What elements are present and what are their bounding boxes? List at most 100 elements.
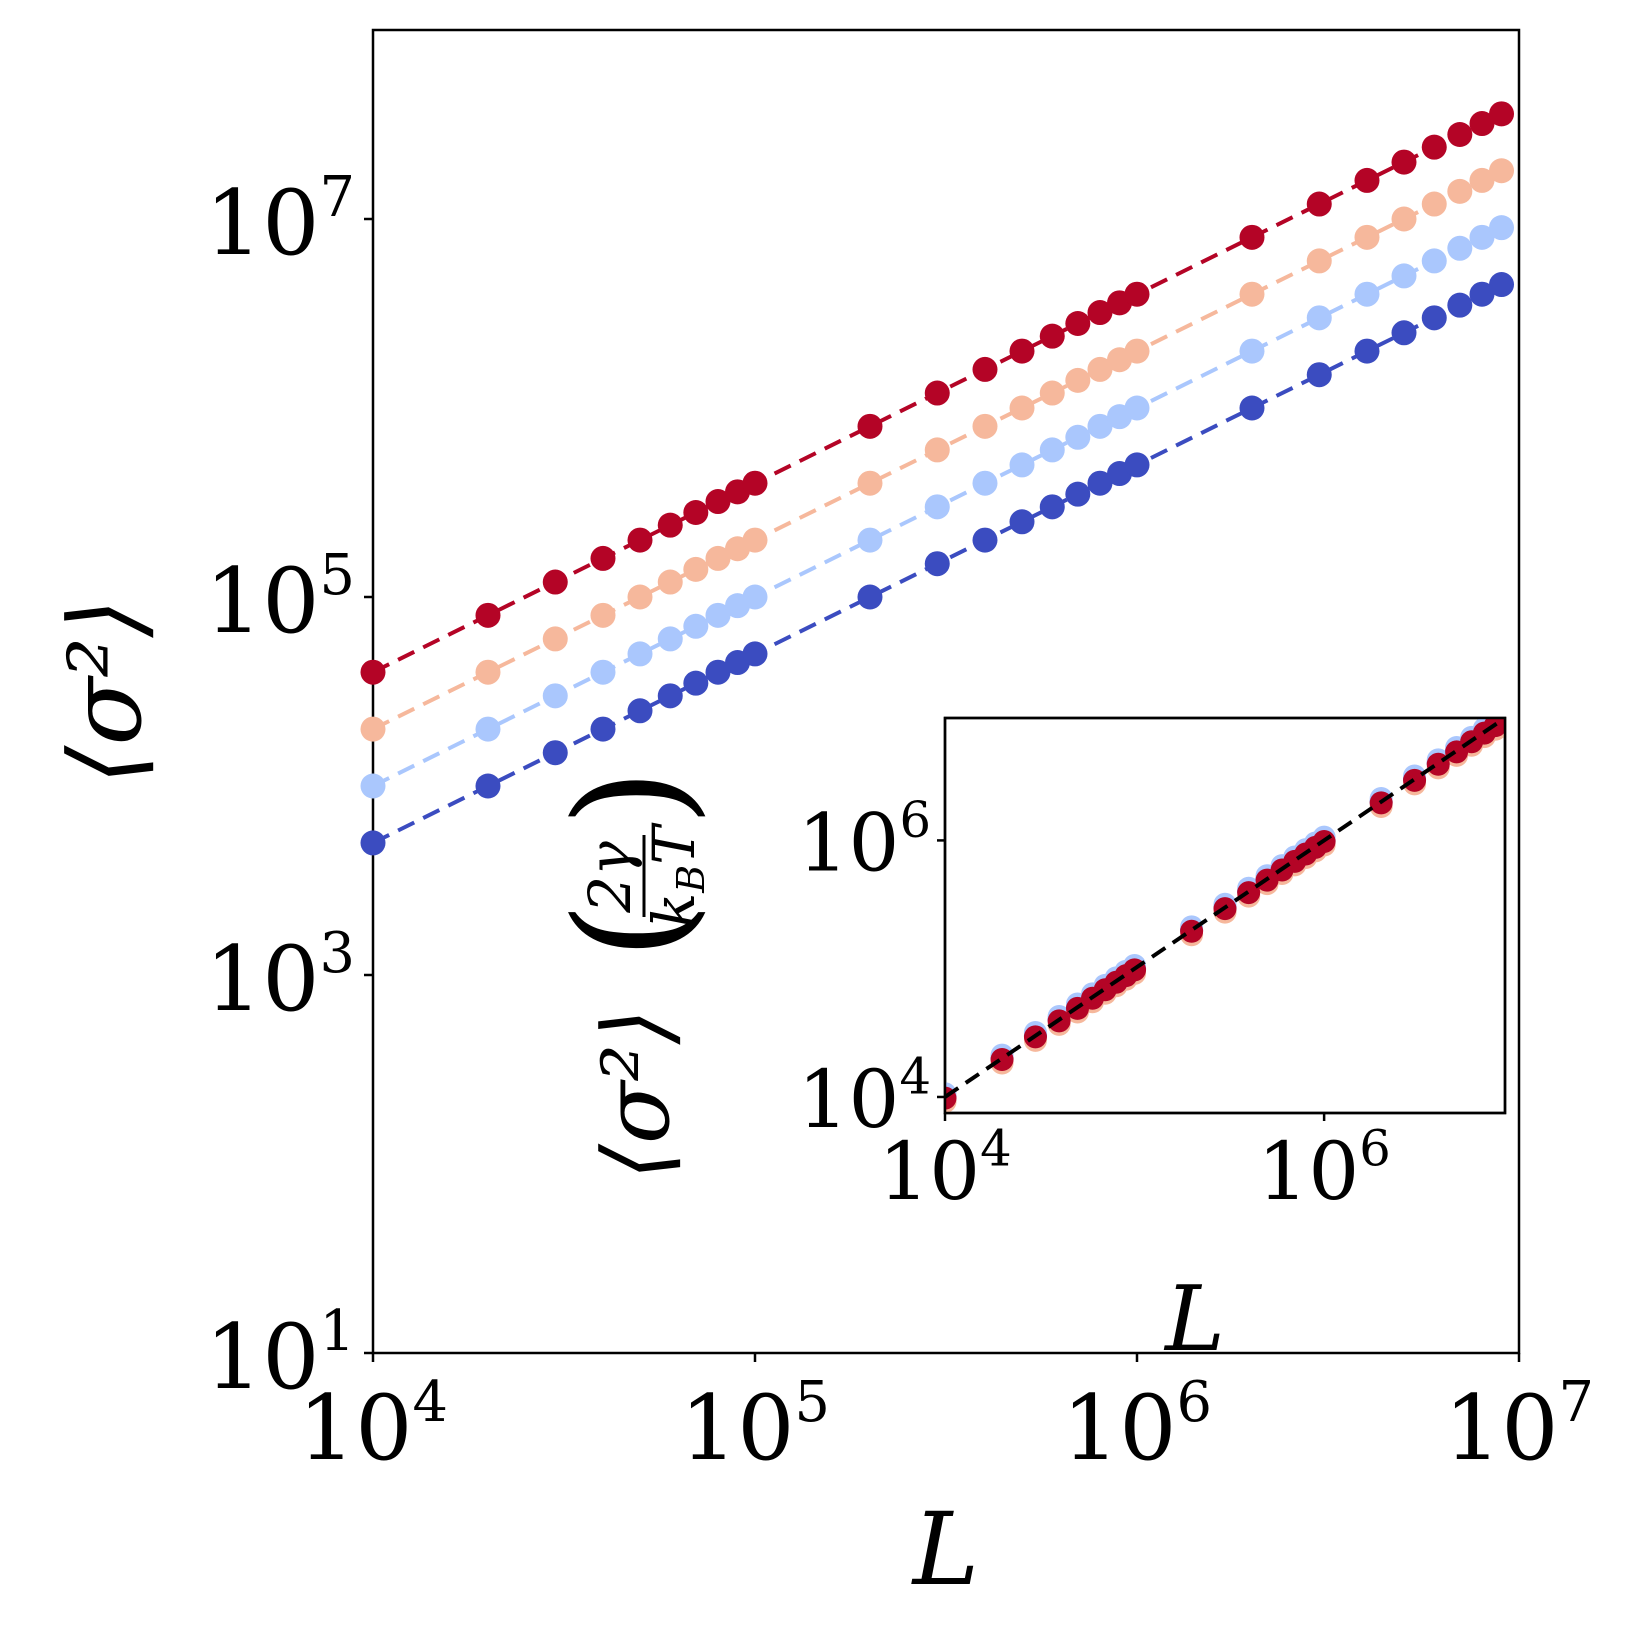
data-point [360,830,386,856]
data-point [1391,263,1417,289]
series-2 [360,158,1515,742]
x-tick-label: 106 [1062,1370,1212,1481]
data-point [1489,101,1515,127]
data-point [1354,281,1380,307]
main-plot-frame [371,28,1521,1355]
data-point [1124,281,1150,307]
data-point [542,683,568,709]
data-point [705,489,731,515]
data-point [683,556,709,582]
data-point [742,641,768,667]
inset-y-label-main: ⟨σ²⟩ [583,1009,690,1180]
inset-frame-border [943,716,1507,1115]
data-point [705,602,731,628]
y-tick-label: 101 [205,1299,355,1410]
data-point [924,551,950,577]
data-point [1124,452,1150,478]
inset-y-tick-label: 104 [798,1047,931,1146]
data-point [1306,191,1332,217]
data-point [1009,338,1035,364]
main-plot: 104 105 106 107 101 103 105 107 L ⟨σ²⟩ [47,28,1594,1608]
inset-y-label-den: kBT [640,822,713,928]
data-point [683,670,709,696]
data-point [857,470,883,496]
data-point [683,499,709,525]
data-point [972,527,998,553]
inset-data-point [1403,768,1427,792]
data-point [627,584,653,610]
data-point [1087,470,1113,496]
data-point [1087,356,1113,382]
data-point [742,470,768,496]
data-point [475,602,501,628]
data-point [1421,305,1447,331]
data-point [542,626,568,652]
data-point [590,545,616,571]
data-point [542,569,568,595]
data-point [705,659,731,685]
data-point [1469,111,1495,137]
data-point [1039,380,1065,406]
data-point [1087,300,1113,326]
data-point [1306,362,1332,388]
y-axis-label: ⟨σ²⟩ [47,598,164,784]
inset-data [945,718,1505,1113]
data-point [1087,413,1113,439]
data-point [627,527,653,553]
data-point [857,413,883,439]
data-point [1065,424,1091,450]
inset-y-label-rparen: ) [544,768,718,827]
data-point [1009,395,1035,421]
series-0 [360,272,1515,856]
inset-data-point [1493,718,1505,731]
inset-x-tick-label: 104 [878,1119,1011,1218]
data-point [360,659,386,685]
inset-x-tick-label: 106 [1257,1119,1390,1218]
data-point [360,773,386,799]
data-point [475,659,501,685]
data-point [972,470,998,496]
series-1 [360,215,1515,799]
data-point [1469,224,1495,250]
x-tick-label: 104 [298,1370,448,1481]
data-point [1447,121,1473,147]
data-point [1469,281,1495,307]
data-point [1065,481,1091,507]
data-point [657,512,683,538]
inset-y-tick-label: 106 [798,791,931,890]
data-point [742,527,768,553]
x-tick-label: 107 [1444,1370,1594,1481]
data-point [1239,224,1265,250]
data-point [1039,323,1065,349]
inset-data-point [1237,881,1261,905]
data-point [1009,452,1035,478]
data-point [1239,395,1265,421]
data-point [1239,281,1265,307]
data-point [924,494,950,520]
data-point [627,641,653,667]
data-point [590,716,616,742]
inset-x-axis-label: L [1163,1267,1225,1372]
y-tick-label: 107 [205,165,355,276]
data-point [1391,320,1417,346]
inset-y-label-num: 2γ [576,841,644,914]
series-3 [360,101,1515,685]
data-point [924,380,950,406]
data-point [1469,167,1495,193]
data-point [972,413,998,439]
data-point [1447,178,1473,204]
data-point [1354,338,1380,364]
data-point [1239,338,1265,364]
data-point [1489,158,1515,184]
data-point [1447,235,1473,261]
data-point [1354,167,1380,193]
data-point [857,527,883,553]
data-point [1421,248,1447,274]
inset-y-label-lparen: ( [544,901,718,960]
data-point [1447,292,1473,318]
x-axis-label: L [911,1491,979,1608]
data-point [1065,310,1091,336]
